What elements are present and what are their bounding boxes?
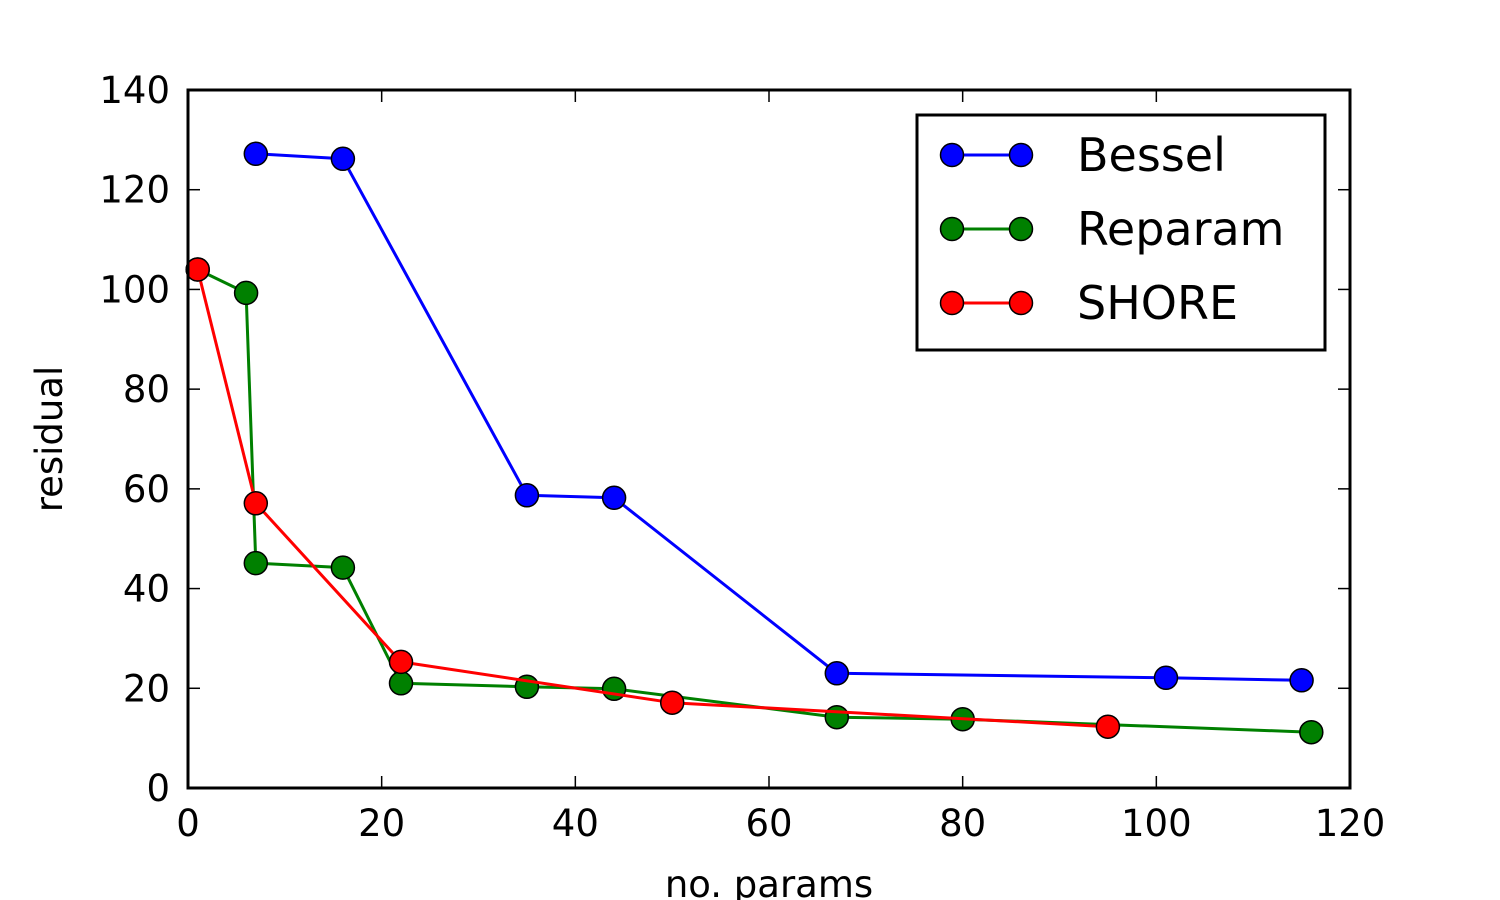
data-point-reparam — [1299, 719, 1324, 745]
legend-entry-bessel: Bessel — [939, 128, 1226, 182]
x-tick-label: 60 — [745, 802, 792, 845]
series-layer — [185, 141, 1324, 745]
data-point-reparam — [330, 555, 356, 580]
x-tick-label: 0 — [176, 802, 200, 845]
legend-marker-reparam — [939, 216, 965, 242]
data-point-shore — [659, 690, 685, 715]
y-tick-label: 40 — [123, 568, 170, 611]
legend-label-bessel: Bessel — [1077, 128, 1226, 182]
x-tick-label: 40 — [552, 802, 599, 845]
x-tick-label: 100 — [1121, 802, 1192, 845]
legend-marker-bessel — [1008, 142, 1034, 168]
series-shore — [185, 257, 1121, 739]
data-point-shore — [388, 649, 414, 675]
legend-marker-shore — [939, 290, 965, 316]
legend-entry-shore: SHORE — [939, 276, 1238, 330]
data-point-bessel — [514, 483, 540, 508]
y-tick-label: 140 — [99, 69, 170, 112]
data-point-bessel — [824, 661, 850, 686]
series-line-reparam — [197, 268, 1312, 734]
series-bessel — [243, 141, 1314, 693]
data-point-reparam — [243, 550, 269, 576]
y-tick-label: 20 — [123, 667, 170, 710]
data-point-reparam — [388, 671, 414, 696]
data-point-reparam — [601, 676, 627, 702]
y-tick-label: 120 — [99, 169, 170, 212]
x-tick-label: 80 — [939, 802, 986, 845]
data-point-shore — [185, 257, 210, 282]
legend-marker-bessel — [939, 142, 965, 168]
data-point-bessel — [1153, 665, 1179, 691]
tick-layer: 0 20 40 60 80 100 120 0 20 40 60 80 100 120 140 — [99, 69, 1385, 845]
y-tick-label: 0 — [146, 767, 170, 810]
x-tick-label: 120 — [1315, 802, 1386, 845]
y-tick-label: 80 — [123, 368, 170, 411]
data-point-shore — [1095, 714, 1121, 739]
y-axis-label: residual — [28, 366, 71, 513]
data-point-bessel — [330, 146, 356, 172]
data-point-bessel — [1289, 668, 1314, 693]
legend-entry-reparam: Reparam — [939, 202, 1285, 256]
legend-marker-shore — [1008, 290, 1034, 316]
data-point-shore — [243, 491, 269, 516]
legend-marker-reparam — [1008, 216, 1034, 242]
legend: Bessel Reparam SHORE — [915, 113, 1327, 352]
data-point-bessel — [601, 485, 627, 511]
data-point-reparam — [824, 704, 850, 730]
x-axis-label: no. params — [665, 863, 873, 900]
y-tick-label: 100 — [99, 268, 170, 311]
data-point-bessel — [243, 141, 269, 167]
legend-label-shore: SHORE — [1077, 276, 1238, 330]
y-tick-label: 60 — [123, 468, 170, 511]
legend-label-reparam: Reparam — [1077, 202, 1285, 256]
x-tick-label: 20 — [358, 802, 405, 845]
data-point-reparam — [233, 280, 259, 306]
